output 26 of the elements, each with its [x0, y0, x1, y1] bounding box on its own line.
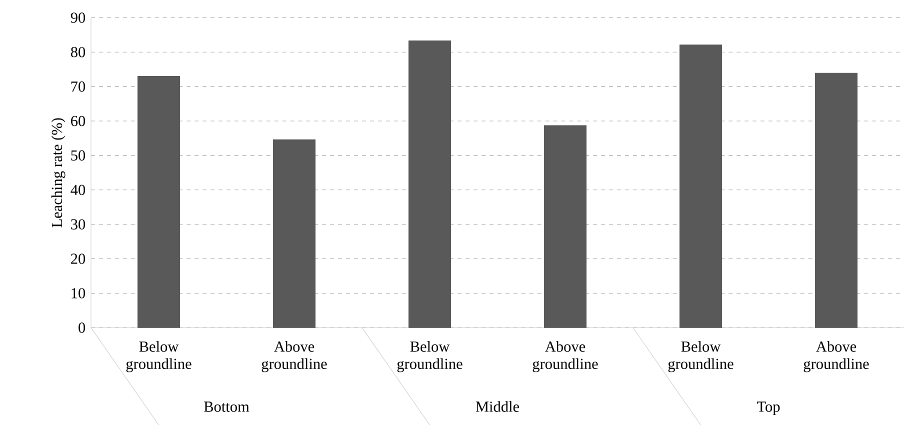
- bar: [137, 76, 180, 328]
- bar: [544, 125, 587, 328]
- y-tick-label: 70: [71, 81, 86, 92]
- y-tick-label: 60: [71, 116, 86, 126]
- y-tick-label: 20: [71, 254, 86, 264]
- y-tick-label: 40: [70, 184, 86, 196]
- y-tick-label: 50: [71, 150, 86, 161]
- text: Top: [757, 402, 780, 415]
- bar: [679, 44, 722, 328]
- y-tick-label: 90: [70, 12, 86, 23]
- y-axis-title: Leaching rate (%): [51, 118, 66, 228]
- y-tick-label: 80: [70, 46, 86, 58]
- x-tick-label: Below groundline: [668, 341, 734, 372]
- bar: [272, 139, 316, 328]
- text: Middle: [476, 401, 520, 412]
- x-tick-label: Below groundline: [126, 341, 192, 372]
- y-tick-label: 10: [72, 288, 86, 298]
- x-tick-label: Above groundline: [262, 341, 327, 372]
- x-tick-label: Above groundline: [532, 341, 598, 372]
- y-tick-label: 30: [71, 219, 86, 230]
- x-tick-label: Below groundline: [397, 341, 462, 372]
- y-tick-label: 0: [78, 322, 86, 333]
- bar: [408, 40, 452, 328]
- text: Bottom: [204, 402, 250, 412]
- x-tick-label: Above groundline: [804, 341, 869, 372]
- bar: [814, 72, 858, 328]
